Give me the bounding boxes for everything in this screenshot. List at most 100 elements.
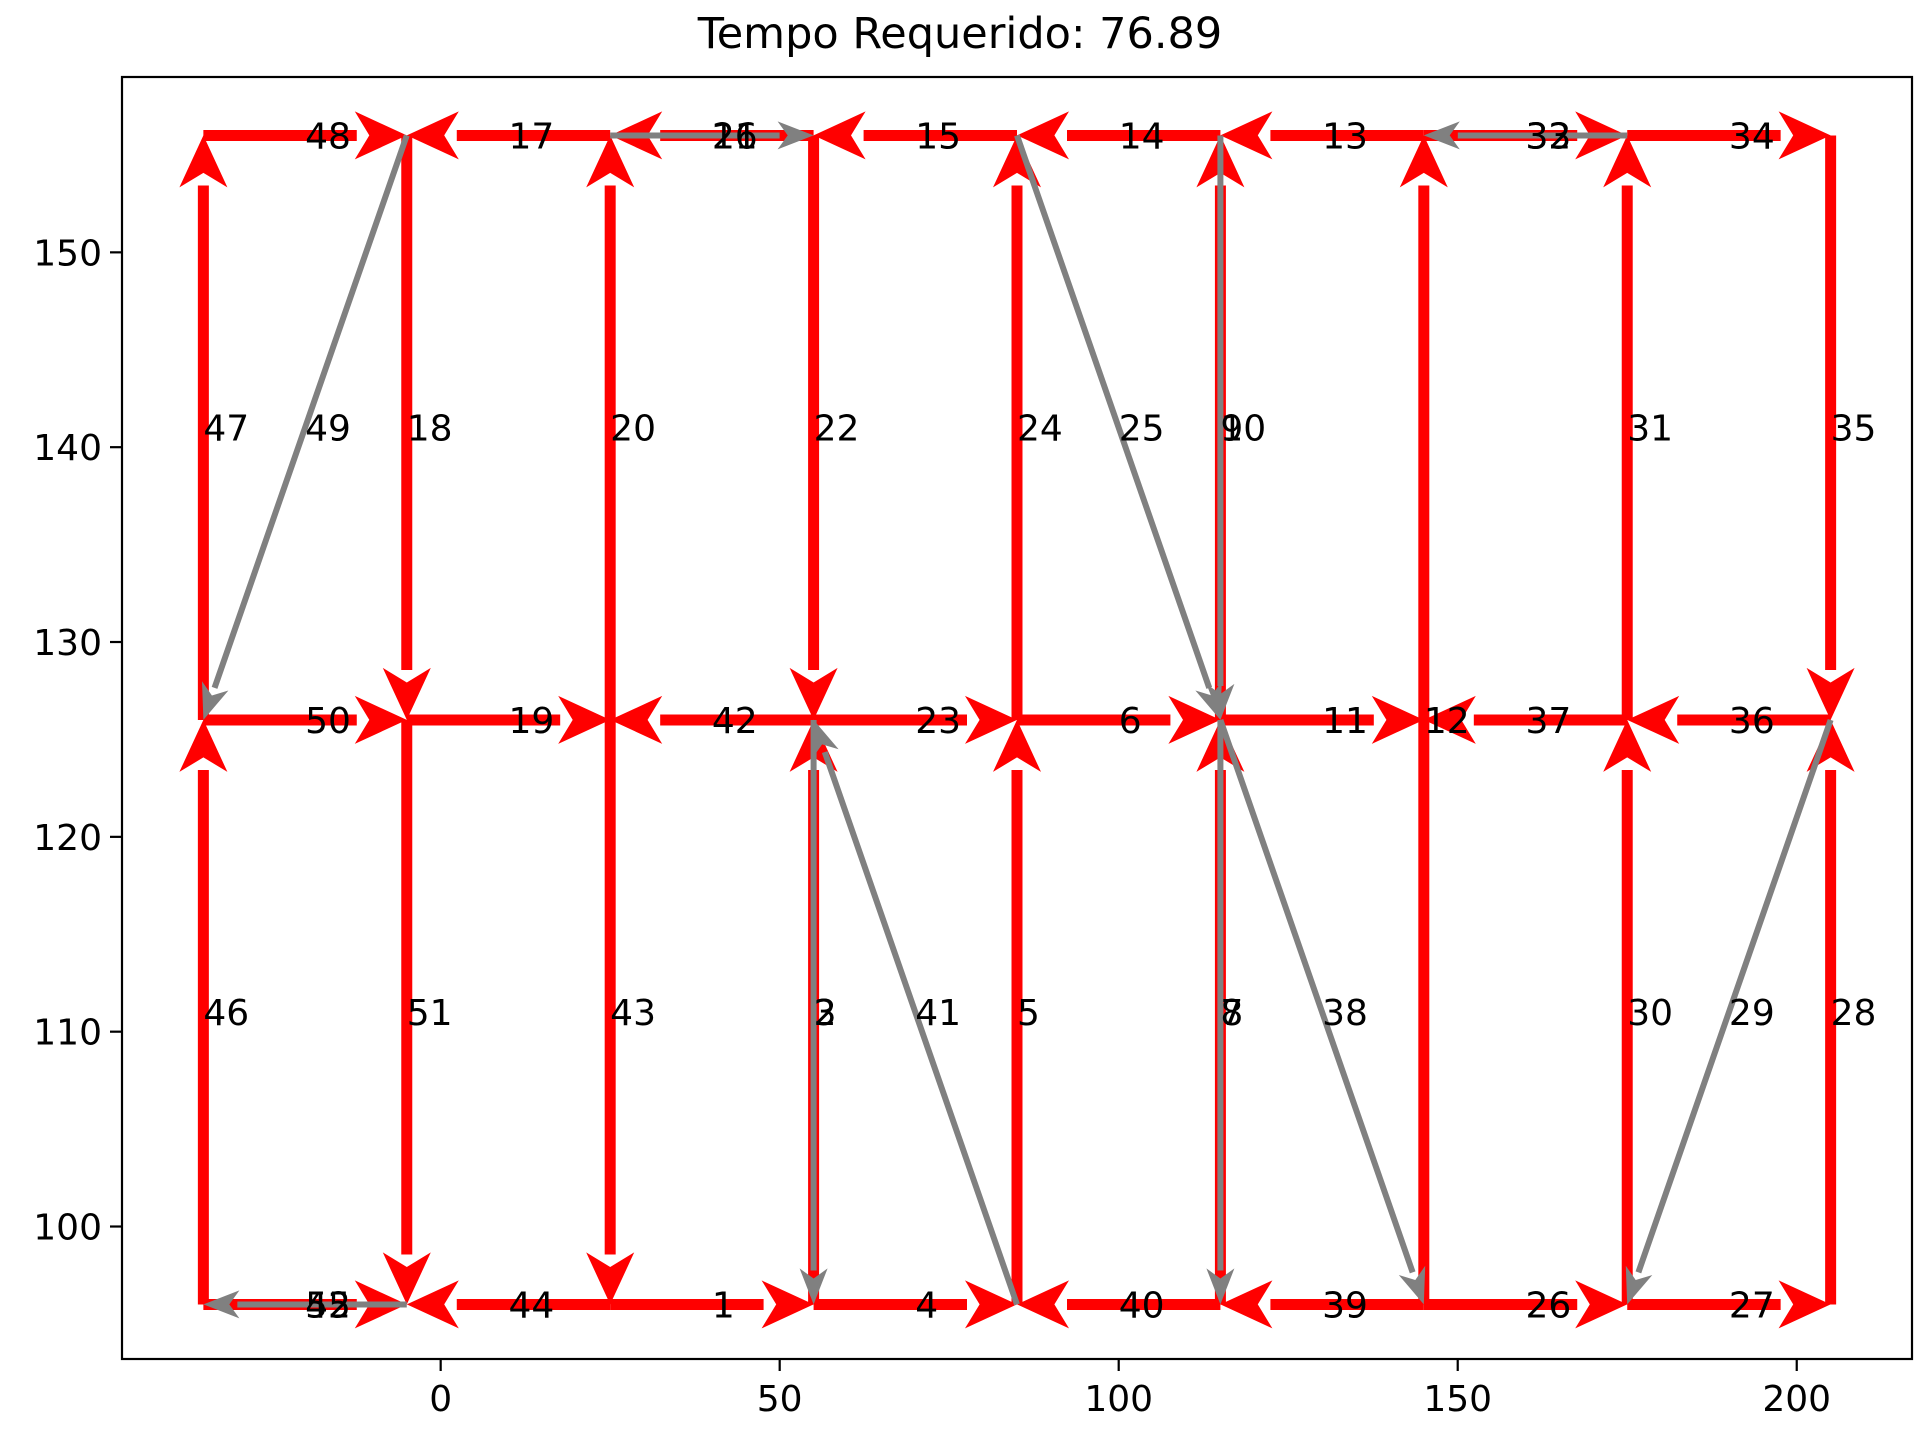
plot-frame — [120, 75, 1914, 1361]
edge-label-9: 9 — [1220, 409, 1243, 450]
edge-18-arrowhead — [382, 667, 431, 720]
edge-42-arrowhead — [610, 695, 663, 744]
edge-37-arrowhead — [1423, 695, 1476, 744]
edge-label-39: 39 — [1322, 1285, 1368, 1326]
edge-label-38: 38 — [1322, 993, 1368, 1034]
edge-label-47: 47 — [203, 409, 249, 450]
edge-25-arrowhead — [1195, 681, 1222, 720]
edge-label-49: 49 — [305, 409, 351, 450]
edge-12-arrowhead — [1399, 135, 1448, 188]
edge-4-arrowhead — [965, 1280, 1017, 1329]
edge-label-16: 16 — [712, 116, 758, 157]
edge-20-arrowhead — [586, 135, 635, 188]
x-tick-label-0: 0 — [429, 1379, 452, 1420]
x-tick-label-150: 150 — [1423, 1379, 1492, 1420]
edge-15 — [813, 111, 1017, 160]
edge-20 — [586, 135, 635, 720]
edge-22-arrowhead — [789, 667, 838, 720]
edge-label-37: 37 — [1526, 701, 1572, 742]
edge-30 — [1603, 719, 1652, 1305]
edge-44 — [406, 1280, 611, 1329]
edge-41-arrowhead — [812, 719, 839, 759]
edge-22 — [789, 135, 838, 720]
edge-41 — [812, 719, 1020, 1306]
edges-layer — [179, 111, 1855, 1329]
edge-47 — [179, 135, 228, 720]
edge-29-arrowhead — [1625, 1265, 1653, 1305]
edge-label-32: 32 — [1526, 116, 1572, 157]
edge-15-arrowhead — [813, 111, 866, 160]
edge-label-28: 28 — [1831, 993, 1877, 1034]
edge-label-5: 5 — [1017, 993, 1040, 1034]
edge-label-12: 12 — [1424, 701, 1470, 742]
edge-27 — [1627, 1280, 1831, 1329]
edge-49-shaft — [211, 134, 410, 689]
edge-26 — [1423, 1280, 1628, 1329]
edge-7 — [1206, 719, 1235, 1305]
edge-label-36: 36 — [1729, 701, 1775, 742]
edge-49-arrowhead — [202, 681, 229, 720]
edge-label-30: 30 — [1627, 993, 1673, 1034]
edge-18 — [382, 135, 431, 720]
edge-label-15: 15 — [915, 116, 961, 157]
edge-label-1: 1 — [712, 1285, 735, 1326]
edge-label-19: 19 — [508, 701, 554, 742]
edge-46-arrowhead — [179, 719, 228, 772]
edge-13 — [1220, 111, 1424, 160]
edge-40 — [1017, 1280, 1221, 1329]
edge-label-51: 51 — [407, 993, 453, 1034]
edge-label-6: 6 — [1119, 701, 1142, 742]
edge-47-arrowhead — [179, 135, 228, 188]
edge-50-arrowhead — [354, 695, 407, 744]
edge-label-4: 4 — [915, 1285, 938, 1326]
edge-39 — [1220, 1280, 1424, 1329]
edge-25 — [1014, 134, 1222, 720]
edge-36-arrowhead — [1627, 695, 1680, 744]
edge-25-shaft — [1014, 134, 1213, 689]
edge-label-22: 22 — [814, 409, 860, 450]
edge-38 — [1217, 718, 1426, 1305]
edge-42 — [610, 695, 814, 744]
edge-label-23: 23 — [915, 701, 961, 742]
edge-14-arrowhead — [1017, 111, 1069, 160]
edge-label-40: 40 — [1119, 1285, 1165, 1326]
edge-5 — [993, 719, 1041, 1305]
edge-5-arrowhead — [993, 719, 1041, 772]
edge-40-arrowhead — [1017, 1280, 1069, 1329]
edge-label-17: 17 — [508, 116, 554, 157]
edge-label-11: 11 — [1322, 701, 1368, 742]
edge-label-48: 48 — [305, 116, 351, 157]
x-tick-label-100: 100 — [1084, 1379, 1153, 1420]
edge-17 — [406, 111, 611, 160]
edge-label-18: 18 — [407, 409, 453, 450]
edge-16-arrowhead — [777, 121, 814, 150]
edge-label-14: 14 — [1119, 116, 1165, 157]
edge-label-24: 24 — [1017, 409, 1063, 450]
edge-label-31: 31 — [1627, 409, 1673, 450]
edge-32-arrowhead — [1423, 121, 1460, 150]
y-tick-label-130: 130 — [33, 623, 102, 664]
edge-12 — [1399, 135, 1448, 1305]
edge-2-arrowhead — [799, 1268, 828, 1305]
chart-title: Tempo Requerido: 76.89 — [697, 9, 1222, 59]
edge-16 — [610, 121, 814, 150]
edge-label-10: 10 — [1220, 409, 1266, 450]
edge-44-arrowhead — [406, 1280, 459, 1329]
edge-13-arrowhead — [1220, 111, 1273, 160]
edge-11-arrowhead — [1371, 695, 1424, 744]
edge-38-shaft — [1217, 718, 1416, 1274]
edge-label-43: 43 — [610, 993, 656, 1034]
edge-label-41: 41 — [915, 993, 961, 1034]
edge-1 — [610, 1280, 814, 1329]
y-tick-label-110: 110 — [33, 1013, 102, 1054]
edge-label-35: 35 — [1831, 409, 1877, 450]
edge-6 — [1017, 695, 1221, 744]
edge-29-shaft — [1635, 718, 1834, 1274]
y-tick-label-120: 120 — [33, 818, 102, 859]
edge-26-arrowhead — [1575, 1280, 1628, 1329]
edge-label-13: 13 — [1322, 116, 1368, 157]
x-tick-label-50: 50 — [757, 1379, 803, 1420]
